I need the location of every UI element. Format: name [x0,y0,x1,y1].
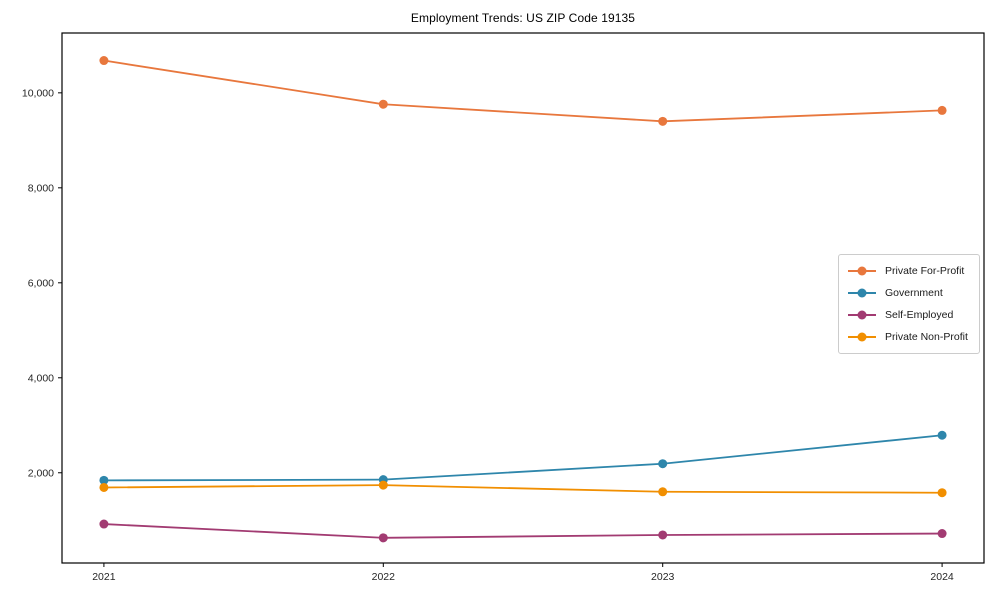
x-tick-label: 2021 [92,571,116,583]
data-point-private-for-profit [378,99,388,109]
data-point-government [658,459,668,469]
legend-marker-icon [848,266,876,276]
data-point-self-employed [658,530,668,540]
series-line-self-employed [103,523,943,539]
legend-item-private-for-profit: Private For-Profit [848,260,970,282]
legend-marker-icon [848,310,876,320]
data-point-government [99,475,109,485]
legend-item-self-employed: Self-Employed [848,304,970,326]
data-point-self-employed [378,533,388,543]
y-tick-label: 8,000 [28,182,54,194]
data-point-government [937,430,947,440]
legend-dot-icon [857,266,867,276]
data-point-private-for-profit [937,105,947,115]
legend-item-government: Government [848,282,970,304]
data-point-self-employed [99,519,109,529]
series-line-private-for-profit [103,59,943,123]
y-tick-label: 10,000 [22,87,54,99]
plot-border [61,32,985,564]
data-point-private-for-profit [658,116,668,126]
series-line-government [103,434,943,482]
legend-dot-icon [857,288,867,298]
legend-label: Self-Employed [885,309,954,321]
y-tick-label: 4,000 [28,372,54,384]
legend-label: Private For-Profit [885,265,965,277]
x-tick-label: 2022 [372,571,396,583]
data-point-private-for-profit [99,56,109,66]
legend-marker-icon [848,332,876,342]
legend-marker-icon [848,288,876,298]
data-point-private-non-profit [99,482,109,492]
legend-item-private-non-profit: Private Non-Profit [848,326,970,348]
legend-label: Private Non-Profit [885,331,968,343]
legend-dot-icon [857,310,867,320]
data-point-private-non-profit [658,487,668,497]
series-line-private-non-profit [103,484,943,494]
x-tick-label: 2024 [930,571,954,583]
legend-dot-icon [857,332,867,342]
y-tick-label: 6,000 [28,277,54,289]
chart-title: Employment Trends: US ZIP Code 19135 [410,11,636,25]
data-point-private-non-profit [378,480,388,490]
data-point-private-non-profit [937,488,947,498]
data-point-self-employed [937,529,947,539]
legend-label: Government [885,287,943,299]
x-tick-label: 2023 [651,571,675,583]
y-tick-label: 2,000 [28,467,54,479]
legend: Private For-Profit Government Self-Employe… [838,254,980,354]
